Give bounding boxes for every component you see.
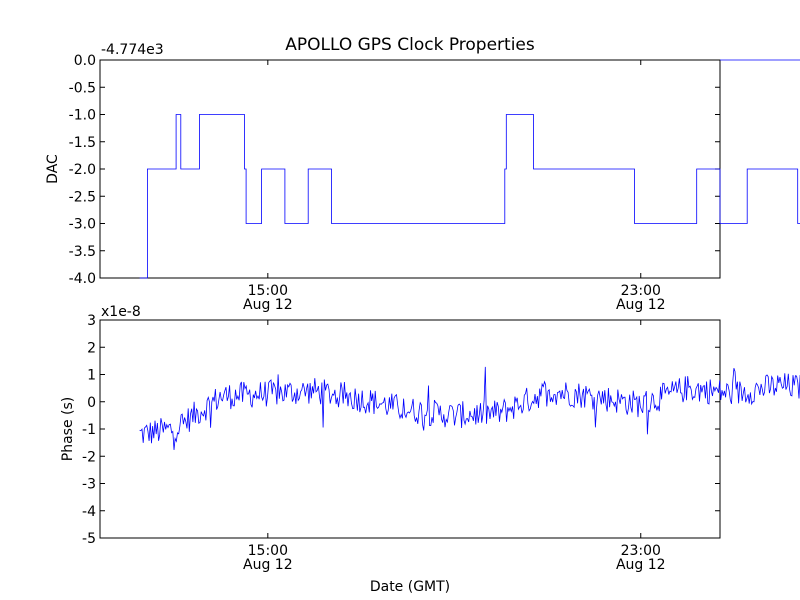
- y-tick-label: -3.0: [69, 217, 96, 233]
- dac-y-ticks: 0.0 -0.5 -1.0 -1.5 -2.0 -2.5 -3.0 -3.5 -4.0: [69, 53, 720, 287]
- phase-offset-label: x1e-8: [101, 304, 141, 320]
- dac-axes: -4.774e3 DAC 0.0 -0.5 -1.0 -1.5 -2.0 -2.5 -3.0…: [45, 42, 800, 313]
- y-tick-label: 1: [87, 368, 96, 384]
- x-tick-time-label: 23:00: [621, 283, 661, 299]
- y-tick-label: -1.0: [69, 108, 96, 124]
- x-tick-time-label: 15:00: [248, 283, 288, 299]
- y-tick-label: 0: [87, 395, 96, 411]
- y-tick-label: -4.0: [69, 271, 96, 287]
- x-tick-date-label: Aug 12: [616, 557, 666, 573]
- series-line: [139, 59, 800, 279]
- y-tick-label: -3.5: [69, 244, 96, 260]
- y-tick-label: -3: [82, 477, 96, 493]
- y-tick-label: -0.5: [69, 80, 96, 96]
- series-line: [139, 366, 800, 450]
- phase-plot-frame: [99, 319, 721, 539]
- y-tick-label: -5: [82, 531, 96, 547]
- phase-series: [139, 366, 800, 450]
- chart-title: APOLLO GPS Clock Properties: [285, 35, 535, 55]
- dac-offset-label: -4.774e3: [101, 42, 164, 58]
- y-tick-label: -2: [82, 449, 96, 465]
- y-tick-label: -2.5: [69, 189, 96, 205]
- x-tick-date-label: Aug 12: [243, 297, 293, 313]
- y-tick-label: 2: [87, 340, 96, 356]
- y-tick-label: -2.0: [69, 162, 96, 178]
- x-tick-time-label: 23:00: [621, 543, 661, 559]
- phase-y-axis-label: Phase (s): [60, 397, 76, 461]
- phase-y-ticks: 3 2 1 0 -1 -2 -3 -4 -5: [82, 313, 720, 547]
- y-tick-label: 0.0: [74, 53, 96, 69]
- dac-y-axis-label: DAC: [45, 154, 61, 184]
- x-tick-time-label: 15:00: [248, 543, 288, 559]
- dac-series: [139, 59, 800, 279]
- y-tick-label: -1.5: [69, 135, 96, 151]
- phase-x-axis-label: Date (GMT): [370, 579, 450, 595]
- x-tick-date-label: Aug 12: [243, 557, 293, 573]
- y-tick-label: 3: [87, 313, 96, 329]
- y-tick-label: -1: [82, 422, 96, 438]
- phase-axes: x1e-8 Phase (s) Date (GMT) 3 2 1 0 -1 -2 -3 -4 -…: [60, 304, 800, 595]
- x-tick-date-label: Aug 12: [616, 297, 666, 313]
- y-tick-label: -4: [82, 504, 96, 520]
